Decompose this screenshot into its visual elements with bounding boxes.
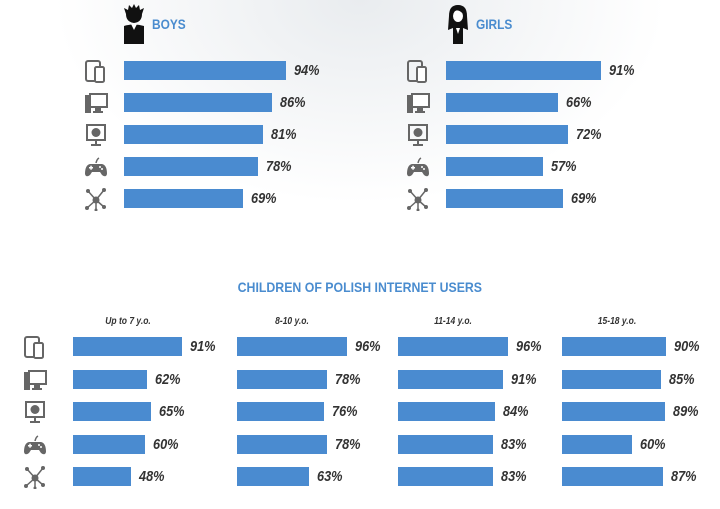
bar: [398, 467, 493, 486]
gamepad-icon: [407, 157, 429, 177]
bar: [398, 435, 493, 454]
gamepad-icon: [24, 435, 46, 455]
bar-value-label: 60%: [640, 436, 666, 453]
bar: [73, 402, 151, 421]
age-group-label: 11-14 y.o.: [434, 316, 472, 327]
bar: [237, 370, 327, 389]
internet-monitor-icon: [408, 124, 428, 146]
bar: [237, 337, 347, 356]
bar-value-label: 94%: [294, 62, 320, 79]
boys-heading: BOYS: [152, 16, 186, 32]
internet-monitor-icon: [86, 124, 106, 146]
bar: [124, 61, 286, 80]
bar: [237, 402, 324, 421]
bar-value-label: 62%: [155, 371, 181, 388]
bar: [398, 337, 508, 356]
bar-value-label: 78%: [266, 158, 292, 175]
background-texture: [0, 0, 720, 240]
boy-icon: [124, 4, 144, 44]
desktop-computer-icon: [24, 370, 47, 390]
bar: [237, 435, 327, 454]
bar: [446, 189, 563, 208]
bar-value-label: 91%: [190, 338, 216, 355]
bar-value-label: 60%: [153, 436, 179, 453]
bar-value-label: 78%: [335, 436, 361, 453]
bar-value-label: 78%: [335, 371, 361, 388]
age-group-label: Up to 7 y.o.: [105, 316, 151, 327]
bar: [446, 157, 543, 176]
bar: [446, 61, 601, 80]
age-group-label: 15-18 y.o.: [597, 316, 637, 327]
bar-value-label: 66%: [566, 94, 592, 111]
desktop-computer-icon: [407, 93, 430, 113]
bottom-chart-title: CHILDREN OF POLISH INTERNET USERS: [237, 279, 483, 295]
bar-value-label: 91%: [511, 371, 537, 388]
bar-value-label: 81%: [271, 126, 297, 143]
bar-value-label: 89%: [673, 403, 699, 420]
bar: [398, 402, 495, 421]
bar-value-label: 76%: [332, 403, 358, 420]
girl-icon: [448, 5, 468, 44]
bar-value-label: 48%: [139, 468, 165, 485]
bar: [73, 337, 182, 356]
bar-value-label: 63%: [317, 468, 343, 485]
tablet-smartphone-icon: [24, 336, 44, 359]
network-icon: [24, 466, 45, 489]
bar: [562, 370, 661, 389]
bar-value-label: 69%: [571, 190, 597, 207]
internet-monitor-icon: [25, 401, 45, 423]
tablet-smartphone-icon: [85, 60, 105, 83]
bar-value-label: 72%: [576, 126, 602, 143]
bar: [398, 370, 503, 389]
bar: [73, 467, 131, 486]
bar-value-label: 96%: [355, 338, 381, 355]
gamepad-icon: [85, 157, 107, 177]
bar: [446, 93, 558, 112]
bar-value-label: 69%: [251, 190, 277, 207]
network-icon: [407, 188, 428, 211]
bar-value-label: 85%: [669, 371, 695, 388]
tablet-smartphone-icon: [407, 60, 427, 83]
bar: [237, 467, 309, 486]
bar-value-label: 87%: [671, 468, 697, 485]
bar: [562, 435, 632, 454]
bar: [73, 370, 147, 389]
bar-value-label: 57%: [551, 158, 577, 175]
bar: [562, 402, 665, 421]
bar: [124, 125, 263, 144]
bar: [124, 189, 243, 208]
age-group-label: 8-10 y.o.: [275, 316, 309, 327]
bar: [446, 125, 568, 144]
bar: [562, 337, 666, 356]
bar-value-label: 90%: [674, 338, 700, 355]
network-icon: [85, 188, 106, 211]
bar-value-label: 96%: [516, 338, 542, 355]
bar: [562, 467, 663, 486]
bar-value-label: 86%: [280, 94, 306, 111]
bar: [73, 435, 145, 454]
bar-value-label: 83%: [501, 436, 527, 453]
bar-value-label: 84%: [503, 403, 529, 420]
girls-heading: GIRLS: [476, 16, 513, 32]
bar-value-label: 65%: [159, 403, 185, 420]
bar-value-label: 91%: [609, 62, 635, 79]
bar-value-label: 83%: [501, 468, 527, 485]
desktop-computer-icon: [85, 93, 108, 113]
bar: [124, 93, 272, 112]
bar: [124, 157, 258, 176]
